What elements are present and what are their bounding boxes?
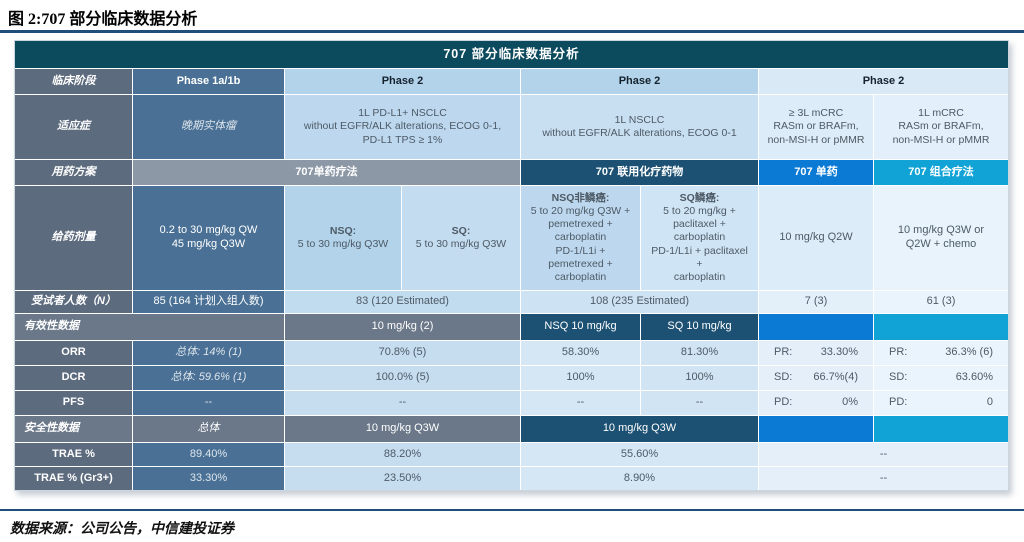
cell-trae-phase1: 89.40% [133,443,284,466]
cell-regimen-mcrc-combo: 707 组合疗法 [874,160,1008,185]
cell-dose-nsq: NSQ: 5 to 30 mg/kg Q3W [285,186,401,290]
dcr-mcrc-mono-value: 66.7%(4) [813,371,858,384]
cell-trae-nsclc-combo: 55.60% [521,443,758,466]
cell-dose-sq-chemo: SQ鳞癌: 5 to 20 mg/kg + paclitaxel + carbo… [641,186,758,290]
cell-orr-mcrc-combo: PR: 36.3% (6) [874,341,1008,365]
cell-indication-3l-mcrc: ≥ 3L mCRC RASm or BRAFm, non-MSI-H or pM… [759,95,873,159]
pfs-mcrc-mono-value: 0% [842,396,858,409]
row-label-trae-gr3: TRAE % (Gr3+) [15,467,132,490]
cell-orr-nsq: 58.30% [521,341,640,365]
cell-dose-mcrc-mono: 10 mg/kg Q2W [759,186,873,290]
orr-mcrc-combo-value: 36.3% (6) [945,346,993,359]
cell-dcr-phase1: 总体: 59.6% (1) [133,366,284,390]
cell-trae-gr3-phase1: 33.30% [133,467,284,490]
cell-regimen-monotherapy: 707单药疗法 [133,160,520,185]
cell-efficacy-mcrc-combo-spacer [874,314,1008,340]
cell-n-mcrc-combo: 61 (3) [874,291,1008,313]
cell-dcr-nsq: 100% [521,366,640,390]
cell-pfs-nsq: -- [521,391,640,415]
cell-indication-nsclc-mono: 1L PD-L1+ NSCLC without EGFR/ALK alterat… [285,95,520,159]
cell-dcr-nsclc-mono: 100.0% (5) [285,366,520,390]
row-label-indication: 适应症 [15,95,132,159]
data-source-note: 数据来源：公司公告，中信建投证券 [10,522,234,537]
orr-mcrc-mono-value: 33.30% [820,346,858,359]
dose-sq-body: 5 to 30 mg/kg Q3W [415,238,507,250]
dose-sq-heading: SQ: [451,224,471,237]
cell-orr-phase1: 总体: 14% (1) [133,341,284,365]
cell-dose-nsq-chemo: NSQ非鳞癌: 5 to 20 mg/kg Q3W + pemetrexed +… [521,186,640,290]
clinical-data-table: 707 部分临床数据分析 临床阶段 Phase 1a/1b Phase 2 Ph… [14,40,1009,491]
dose-nsq-heading: NSQ: [329,224,357,237]
orr-mcrc-combo-key: PR: [889,346,908,359]
pfs-mcrc-combo-value: 0 [986,396,993,409]
row-label-regimen: 用药方案 [15,160,132,185]
cell-regimen-chemo-combo: 707 联用化疗药物 [521,160,758,185]
row-label-dose: 给药剂量 [15,186,132,290]
cell-phase-1a1b: Phase 1a/1b [133,69,284,94]
section-header-safety: 安全性数据 [15,416,132,442]
cell-safety-overall: 总体 [133,416,284,442]
cell-phase2-nsclc-combo: Phase 2 [521,69,758,94]
cell-n-mcrc-mono: 7 (3) [759,291,873,313]
cell-phase2-nsclc-mono: Phase 2 [285,69,520,94]
cell-orr-sq: 81.30% [641,341,758,365]
dcr-mcrc-combo-value: 63.60% [955,371,993,384]
row-label-dcr: DCR [15,366,132,390]
cell-efficacy-mcrc-mono-spacer [759,314,873,340]
cell-trae-mcrc: -- [759,443,1008,466]
cell-dose-mcrc-combo: 10 mg/kg Q3W or Q2W + chemo [874,186,1008,290]
cell-n-nsclc-mono: 83 (120 Estimated) [285,291,520,313]
cell-pfs-nsclc-mono: -- [285,391,520,415]
cell-pfs-phase1: -- [133,391,284,415]
cell-pfs-sq: -- [641,391,758,415]
cell-efficacy-sq-dose: SQ 10 mg/kg [641,314,758,340]
cell-trae-gr3-mcrc: -- [759,467,1008,490]
cell-regimen-mcrc-mono: 707 单药 [759,160,873,185]
row-label-orr: ORR [15,341,132,365]
dose-sq-chemo-heading: SQ鳞癌: [679,192,720,205]
cell-pfs-mcrc-mono: PD: 0% [759,391,873,415]
cell-efficacy-dose-note: 10 mg/kg (2) [285,314,520,340]
cell-efficacy-nsq-dose: NSQ 10 mg/kg [521,314,640,340]
dose-nsq-body: 5 to 30 mg/kg Q3W [297,238,389,250]
title-underline-rule [0,30,1024,33]
section-header-efficacy: 有效性数据 [15,314,284,340]
dcr-mcrc-mono-key: SD: [774,371,793,384]
cell-n-phase1: 85 (164 计划入组人数) [133,291,284,313]
cell-safety-mono-dose: 10 mg/kg Q3W [285,416,520,442]
dcr-mcrc-combo-key: SD: [889,371,908,384]
pfs-mcrc-mono-key: PD: [774,396,793,409]
row-label-subjects-n: 受试者人数（N） [15,291,132,313]
cell-dose-phase1: 0.2 to 30 mg/kg QW 45 mg/kg Q3W [133,186,284,290]
cell-phase2-mcrc: Phase 2 [759,69,1008,94]
orr-mcrc-mono-key: PR: [774,346,793,359]
dose-nsq-chemo-body: 5 to 20 mg/kg Q3W + pemetrexed + carbopl… [530,205,631,283]
cell-n-nsclc-combo: 108 (235 Estimated) [521,291,758,313]
cell-indication-solid-tumor: 晚期实体瘤 [133,95,284,159]
cell-indication-nsclc-combo: 1L NSCLC without EGFR/ALK alterations, E… [521,95,758,159]
cell-safety-combo-dose: 10 mg/kg Q3W [521,416,758,442]
cell-dcr-mcrc-combo: SD: 63.60% [874,366,1008,390]
dose-sq-chemo-body: 5 to 20 mg/kg + paclitaxel + carboplatin… [651,205,748,283]
cell-safety-mcrc-combo-spacer [874,416,1008,442]
cell-orr-mcrc-mono: PR: 33.30% [759,341,873,365]
footer-rule [0,509,1024,511]
cell-trae-gr3-nsclc-mono: 23.50% [285,467,520,490]
cell-trae-nsclc-mono: 88.20% [285,443,520,466]
table-title-bar: 707 部分临床数据分析 [15,41,1008,68]
cell-safety-mcrc-mono-spacer [759,416,873,442]
cell-indication-1l-mcrc: 1L mCRC RASm or BRAFm, non-MSI-H or pMMR [874,95,1008,159]
dose-nsq-chemo-heading: NSQ非鳞癌: [551,192,610,205]
cell-dcr-mcrc-mono: SD: 66.7%(4) [759,366,873,390]
row-label-pfs: PFS [15,391,132,415]
cell-dcr-sq: 100% [641,366,758,390]
row-label-clinical-phase: 临床阶段 [15,69,132,94]
cell-dose-sq: SQ: 5 to 30 mg/kg Q3W [402,186,520,290]
row-label-trae: TRAE % [15,443,132,466]
cell-orr-nsclc-mono: 70.8% (5) [285,341,520,365]
cell-trae-gr3-nsclc-combo: 8.90% [521,467,758,490]
cell-pfs-mcrc-combo: PD: 0 [874,391,1008,415]
page-title: 图 2:707 部分临床数据分析 [8,11,198,28]
pfs-mcrc-combo-key: PD: [889,396,908,409]
